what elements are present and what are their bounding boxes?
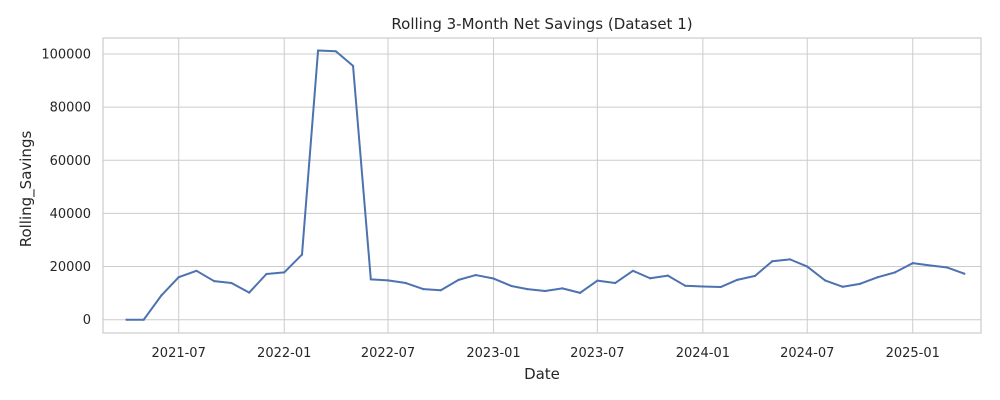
- data-point: [474, 273, 477, 277]
- data-point: [701, 285, 704, 288]
- data-point: [386, 279, 390, 282]
- data-point: [195, 269, 198, 272]
- x-tick-label: 2021-07: [152, 346, 206, 361]
- x-axis-label: Date: [524, 365, 560, 383]
- data-point: [683, 284, 687, 287]
- y-tick-label: 60000: [50, 154, 91, 169]
- data-point: [614, 281, 617, 285]
- x-tick-label: 2024-07: [780, 346, 834, 361]
- data-point: [963, 272, 966, 275]
- data-point: [561, 287, 564, 290]
- y-tick-label: 80000: [50, 101, 91, 116]
- grid: [103, 38, 981, 333]
- y-tick-label: 100000: [41, 47, 91, 62]
- data-point: [265, 272, 268, 276]
- x-tick-label: 2022-01: [257, 346, 311, 361]
- x-tick-label: 2024-01: [676, 346, 730, 361]
- data-point: [369, 278, 372, 281]
- data-point: [142, 318, 145, 321]
- data-point: [841, 285, 844, 288]
- data-point: [510, 284, 513, 288]
- data-point: [160, 294, 163, 297]
- x-axis-ticks: 2021-07 2022-01 2022-07 2023-01 2023-07 2024-…: [152, 346, 940, 361]
- data-point: [248, 291, 251, 294]
- data-point: [666, 274, 669, 277]
- data-point: [439, 289, 442, 292]
- data-point: [788, 258, 792, 261]
- chart-title: Rolling 3-Month Net Savings (Dataset 1): [391, 15, 692, 33]
- data-point: [579, 291, 582, 294]
- data-point: [334, 50, 337, 53]
- data-point: [300, 253, 304, 256]
- data-point: [945, 266, 948, 269]
- data-point: [631, 269, 634, 272]
- series-line: [126, 49, 965, 321]
- x-tick-label: 2023-01: [466, 346, 520, 361]
- data-point: [719, 285, 722, 289]
- data-point: [893, 271, 897, 274]
- data-point: [422, 288, 425, 291]
- data-point: [771, 260, 774, 263]
- data-point: [823, 279, 827, 282]
- y-axis-ticks: 0 20000 40000 60000 80000 100000: [41, 47, 91, 328]
- data-point: [806, 265, 809, 268]
- x-tick-label: 2023-07: [570, 346, 624, 361]
- y-tick-label: 20000: [50, 260, 91, 275]
- data-point: [404, 281, 407, 285]
- data-point: [876, 276, 879, 279]
- plot-area-frame: [102, 37, 982, 334]
- data-point: [492, 277, 495, 280]
- data-point: [596, 279, 599, 282]
- data-point: [213, 280, 216, 283]
- y-axis-label: Rolling_Savings: [17, 131, 36, 248]
- data-point: [125, 318, 128, 321]
- data-point: [544, 289, 547, 293]
- data-point: [736, 278, 739, 281]
- data-points: [125, 49, 966, 321]
- y-tick-label: 0: [83, 313, 91, 328]
- data-point: [457, 278, 460, 281]
- y-tick-label: 40000: [50, 207, 91, 222]
- x-tick-label: 2025-01: [886, 346, 940, 361]
- data-point: [911, 262, 914, 265]
- data-point: [929, 264, 932, 267]
- x-tick-label: 2022-07: [361, 346, 415, 361]
- data-point: [351, 64, 355, 68]
- data-point: [649, 277, 652, 280]
- data-point: [526, 288, 529, 291]
- data-point: [753, 274, 757, 277]
- data-point: [858, 282, 862, 285]
- data-point: [316, 49, 320, 52]
- data-point: [177, 276, 180, 279]
- data-point: [230, 281, 233, 285]
- data-point: [283, 271, 286, 274]
